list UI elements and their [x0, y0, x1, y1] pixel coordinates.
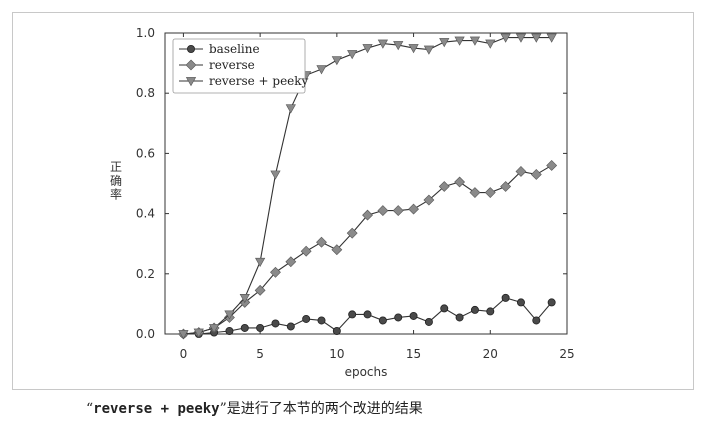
- x-tick-label: 25: [559, 347, 574, 361]
- data-point-reverse: [346, 227, 358, 239]
- y-axis-title: 正确率: [110, 160, 122, 202]
- x-tick-label: 15: [406, 347, 421, 361]
- legend-marker-baseline: [186, 45, 195, 54]
- data-point-baseline: [501, 293, 510, 302]
- data-point-reverse-peeky: [546, 33, 557, 43]
- data-point-reverse: [254, 284, 266, 296]
- plot-area-frame: [164, 32, 568, 335]
- legend-box: [172, 38, 306, 94]
- figure-frame: 0 5 10 15 20 25 0.0 0.2 0.4 0.6 0.8 1.0 epochs 正确率 bas…: [12, 12, 694, 390]
- data-point-baseline: [317, 316, 326, 325]
- data-point-baseline: [348, 310, 357, 319]
- legend-label-reverse: reverse: [209, 58, 255, 72]
- data-point-reverse-peeky: [331, 56, 342, 66]
- data-point-baseline: [378, 316, 387, 325]
- data-point-baseline: [455, 313, 464, 322]
- data-point-baseline: [271, 319, 280, 328]
- x-tick-label: 0: [180, 347, 188, 361]
- data-point-baseline: [516, 298, 525, 307]
- data-point-baseline: [424, 317, 433, 326]
- data-point-reverse: [530, 169, 542, 180]
- data-point-reverse-peeky: [423, 45, 435, 55]
- data-point-reverse: [316, 236, 327, 248]
- data-point-baseline: [256, 323, 265, 332]
- y-tick-label: 0.2: [136, 267, 155, 281]
- data-point-baseline: [332, 326, 341, 335]
- data-point-reverse: [362, 209, 373, 221]
- data-point-reverse: [423, 194, 435, 206]
- data-point-reverse-peeky: [270, 170, 281, 180]
- data-point-baseline: [532, 316, 541, 325]
- y-axis-title-char: 正: [110, 160, 122, 174]
- data-point-reverse-peeky: [178, 330, 189, 340]
- data-point-reverse-peeky: [454, 36, 465, 46]
- data-point-reverse-peeky: [515, 33, 527, 43]
- data-point-reverse-peeky: [255, 257, 266, 267]
- data-point-baseline: [547, 298, 556, 307]
- data-point-reverse: [270, 266, 281, 278]
- data-point-reverse-peeky: [485, 39, 496, 49]
- data-point-baseline: [225, 326, 234, 335]
- data-point-reverse: [469, 187, 481, 198]
- data-point-reverse: [546, 160, 558, 171]
- data-point-reverse-peeky: [285, 104, 296, 114]
- data-point-reverse: [300, 245, 312, 257]
- data-point-baseline: [286, 322, 295, 331]
- data-point-reverse-peeky: [439, 38, 450, 48]
- data-point-reverse-peeky: [347, 50, 358, 60]
- data-point-reverse: [438, 181, 450, 192]
- data-point-baseline: [470, 305, 479, 314]
- x-tick-label: 10: [329, 347, 344, 361]
- data-point-reverse: [285, 256, 297, 268]
- data-point-reverse-peeky: [193, 328, 204, 338]
- data-point-baseline: [302, 314, 311, 323]
- legend-marker-reverse-peeky: [185, 77, 197, 87]
- y-tick-label: 0.8: [136, 86, 155, 100]
- y-axis-title-char: 率: [110, 187, 122, 202]
- caption-text: 是进行了本节的两个改进的结果: [226, 401, 423, 417]
- data-point-baseline: [440, 304, 449, 313]
- y-tick-label: 1.0: [136, 26, 155, 40]
- data-point-baseline: [363, 310, 372, 319]
- caption-code: reverse + peeky: [93, 401, 220, 417]
- data-point-reverse-peeky: [531, 33, 542, 43]
- y-tick-label: 0.4: [136, 207, 155, 221]
- data-point-reverse: [331, 244, 343, 256]
- data-point-reverse: [377, 205, 389, 217]
- legend-label-reverse-peeky: reverse + peeky: [209, 74, 309, 88]
- data-point-reverse: [484, 187, 496, 198]
- x-axis-title: epochs: [345, 365, 388, 379]
- data-point-baseline: [486, 307, 495, 316]
- data-point-baseline: [409, 311, 418, 320]
- x-tick-label: 5: [256, 347, 264, 361]
- data-point-reverse: [454, 176, 466, 188]
- data-point-reverse-peeky: [377, 39, 388, 49]
- data-point-baseline: [240, 323, 249, 332]
- y-tick-label: 0.6: [136, 146, 155, 160]
- caption-open-quote: “: [86, 401, 94, 417]
- series-line-reverse: [183, 164, 552, 335]
- legend-label-baseline: baseline: [209, 42, 260, 56]
- data-point-reverse-peeky: [469, 36, 481, 46]
- data-point-reverse-peeky: [393, 41, 404, 51]
- data-point-reverse-peeky: [500, 33, 511, 43]
- data-point-reverse-peeky: [408, 44, 419, 54]
- data-point-reverse-peeky: [224, 310, 235, 320]
- legend-marker-reverse: [185, 59, 197, 71]
- data-point-reverse-peeky: [208, 324, 220, 334]
- data-point-baseline: [394, 313, 403, 322]
- figure-caption: “reverse + peeky”是进行了本节的两个改进的结果: [86, 398, 423, 418]
- data-point-reverse: [500, 181, 512, 192]
- data-point-reverse: [408, 203, 419, 215]
- x-tick-label: 20: [483, 347, 498, 361]
- data-point-reverse-peeky: [362, 44, 373, 54]
- data-point-reverse-peeky: [316, 65, 327, 75]
- data-point-reverse: [392, 205, 404, 217]
- accuracy-line-chart: 0 5 10 15 20 25 0.0 0.2 0.4 0.6 0.8 1.0 epochs 正确率 bas…: [110, 26, 575, 379]
- data-point-reverse-peeky: [239, 293, 250, 304]
- caption-close-quote: ”: [219, 401, 227, 417]
- y-tick-label: 0.0: [136, 327, 155, 341]
- y-axis-title-char: 确: [110, 174, 122, 188]
- data-point-reverse: [515, 166, 527, 177]
